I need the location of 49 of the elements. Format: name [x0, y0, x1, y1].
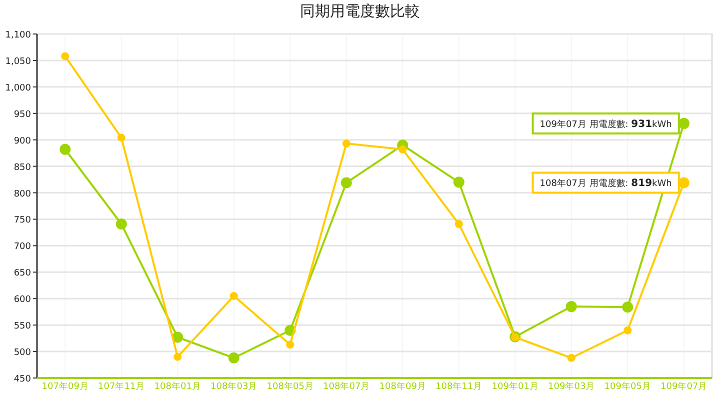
- chart-title: 同期用電度數比較: [300, 2, 420, 20]
- x-tick-label: 109年05月: [604, 381, 651, 392]
- y-tick-label: 1,000: [5, 83, 32, 94]
- point: [454, 220, 463, 228]
- x-tick-label: 108年01月: [154, 381, 201, 392]
- y-tick-label: 450: [14, 374, 32, 384]
- annotation: 109年07月 用電度數: 931kWh: [532, 112, 690, 134]
- point: [116, 218, 127, 230]
- point: [230, 292, 238, 300]
- y-tick-label: 750: [14, 216, 32, 226]
- annotation: 108年07月 用電度數: 819kWh: [532, 172, 690, 194]
- x-tick-label: 108年09月: [379, 381, 426, 392]
- y-tick-label: 700: [14, 242, 32, 252]
- y-tick-label: 900: [14, 136, 32, 146]
- x-tick-label: 109年01月: [492, 381, 538, 392]
- point: [340, 177, 352, 188]
- point: [342, 140, 350, 148]
- annotation: 108年07月 用電度數: 819kWh: [540, 178, 672, 190]
- y-tick-label: 1,100: [5, 30, 32, 40]
- y-tick-label: 800: [14, 189, 32, 200]
- point: [624, 326, 632, 334]
- point: [117, 134, 126, 142]
- y-tick-label: 500: [14, 348, 32, 358]
- point: [622, 302, 634, 313]
- y-tick-label: 1,050: [5, 56, 32, 67]
- point: [678, 118, 690, 129]
- x-tick-label: 108年05月: [266, 381, 314, 392]
- annotation: 109年07月 用電度數: 931kWh: [540, 118, 672, 130]
- point: [453, 176, 464, 188]
- x-tick-label: 109年03月: [548, 381, 595, 392]
- point: [228, 352, 240, 364]
- point: [566, 301, 577, 312]
- point: [60, 144, 71, 155]
- y-tick-label: 650: [14, 268, 32, 279]
- point: [286, 340, 294, 349]
- point: [567, 354, 576, 362]
- x-tick-label: 108年07月: [323, 381, 370, 392]
- x-tick-label: 109年07月: [660, 381, 708, 392]
- y-tick-label: 600: [14, 295, 32, 306]
- x-tick-label: 107年09月: [42, 381, 88, 392]
- point: [61, 52, 70, 60]
- point: [174, 352, 182, 361]
- x-tick-label: 108年03月: [210, 381, 258, 392]
- point: [398, 145, 407, 154]
- y-tick-label: 950: [14, 110, 32, 120]
- y-tick-label: 850: [14, 162, 32, 173]
- y-tick-label: 550: [14, 322, 32, 332]
- x-tick-label: 108年11月: [436, 381, 482, 392]
- x-tick-label: 107年11月: [98, 381, 145, 392]
